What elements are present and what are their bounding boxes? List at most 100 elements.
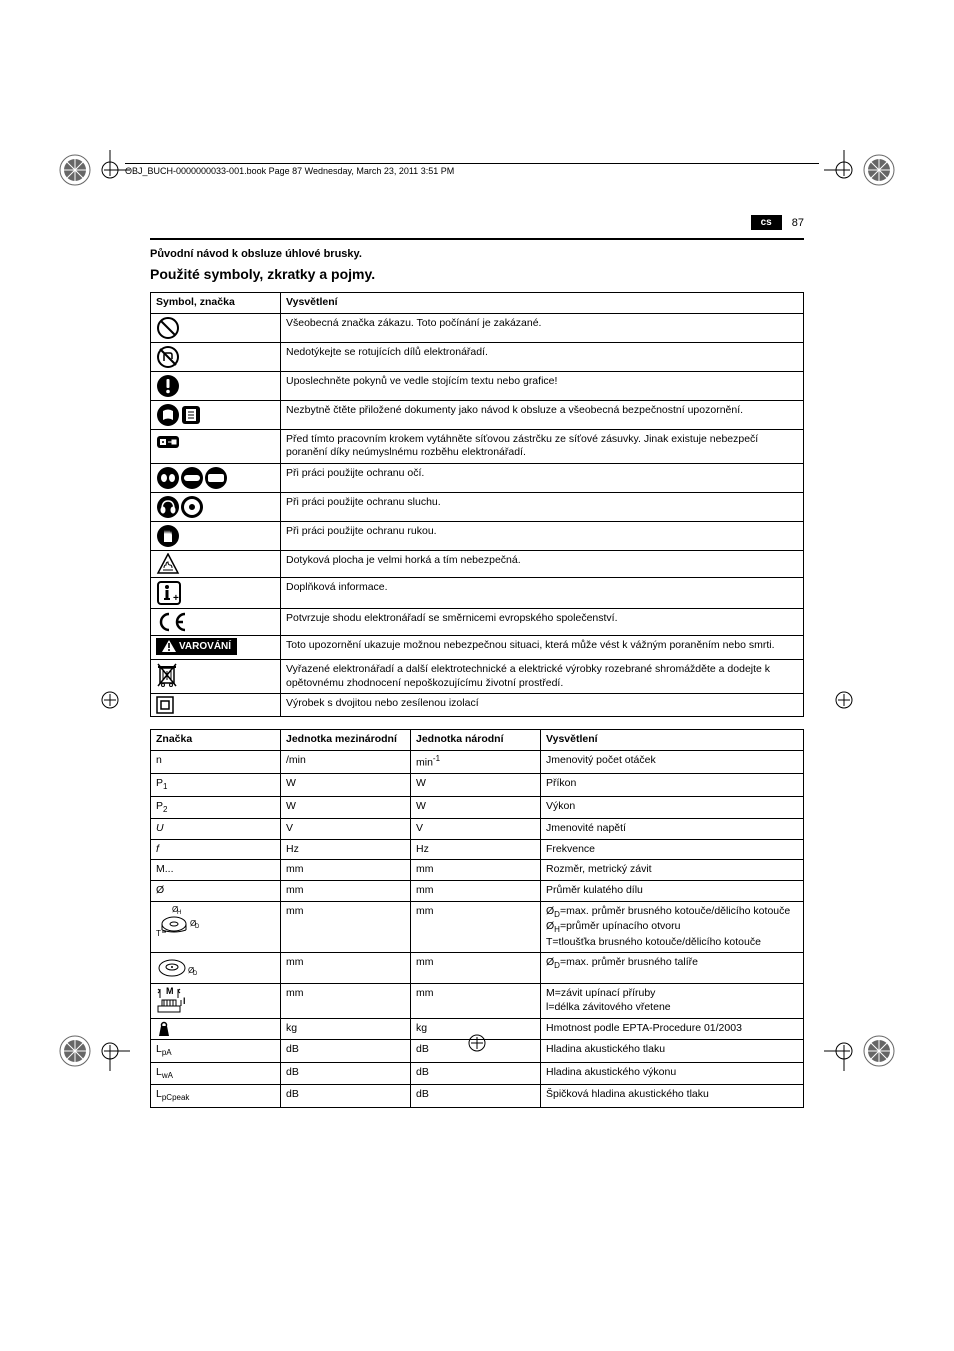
cell-intl: mm (281, 881, 411, 902)
cell-text: Doplňková informace. (281, 577, 804, 608)
cell-nat: W (411, 796, 541, 818)
cell-intl: mm (281, 984, 411, 1019)
cell-nat: mm (411, 881, 541, 902)
cell-intl: kg (281, 1019, 411, 1040)
svg-text:+: + (173, 593, 179, 604)
table-row: Potvrzuje shodu elektronářadí se směrnic… (151, 608, 804, 635)
cell-text: Hladina akustického tlaku (541, 1040, 804, 1062)
svg-text:M: M (166, 986, 174, 996)
cell-text: Jmenovitý počet otáček (541, 750, 804, 773)
cell-text: Toto upozornění ukazuje možnou nebezpečn… (281, 635, 804, 659)
cell-intl: mm (281, 860, 411, 881)
star-ml (90, 680, 130, 720)
exclaim-icon (151, 371, 281, 400)
subtitle: Původní návod k obsluze úhlové brusky. (150, 248, 804, 260)
table-header-row: Značka Jednotka mezinárodní Jednotka nár… (151, 730, 804, 751)
cell-sym: LpA (151, 1040, 281, 1062)
cell-nat: mm (411, 984, 541, 1019)
star-br (859, 1031, 899, 1071)
cell-intl: W (281, 796, 411, 818)
cell-nat: dB (411, 1085, 541, 1107)
cell-text: Potvrzuje shodu elektronářadí se směrnic… (281, 608, 804, 635)
cropmark-br (824, 1031, 864, 1071)
cell-intl: /min (281, 750, 411, 773)
table-row: MlmmmmM=závit upínací přírubyl=délka záv… (151, 984, 804, 1019)
notouch-icon (151, 342, 281, 371)
star-tl (55, 150, 95, 190)
cropmark-tl (90, 150, 130, 190)
cell-text: Nedotýkejte se rotujících dílů elektroná… (281, 342, 804, 371)
table-row: Při práci použijte ochranu sluchu. (151, 492, 804, 521)
cell-nat: mm (411, 901, 541, 953)
page-number: 87 (792, 217, 804, 229)
table-row: + Doplňková informace. (151, 577, 804, 608)
earprotect-icon (151, 492, 281, 521)
table-row: P1WWPříkon (151, 774, 804, 796)
table-row: Při práci použijte ochranu rukou. (151, 521, 804, 550)
cell-intl: dB (281, 1085, 411, 1107)
footer-cropmark (457, 1023, 497, 1066)
cell-intl: W (281, 774, 411, 796)
cell-sym: P2 (151, 796, 281, 818)
star-tr (859, 150, 899, 190)
cropmark-tr (824, 150, 864, 190)
class2-icon (151, 694, 281, 717)
weee-icon (151, 660, 281, 694)
cell-sym: Ø (151, 881, 281, 902)
table-row: UVVJmenovité napětí (151, 819, 804, 840)
th-symbol: Symbol, značka (151, 293, 281, 314)
table-row: n/minmin-1Jmenovitý počet otáček (151, 750, 804, 773)
table-row: Vyřazené elektronářadí a další elektrote… (151, 660, 804, 694)
main-title: Použité symboly, zkratky a pojmy. (150, 266, 804, 282)
cell-text: Nezbytně čtěte přiložené dokumenty jako … (281, 400, 804, 429)
lang-badge: cs (751, 215, 782, 230)
unplug-icon (151, 429, 281, 463)
symbols-table: Symbol, značka Vysvětlení Všeobecná znač… (150, 292, 804, 717)
page-header: cs 87 (150, 215, 804, 230)
cell-nat: mm (411, 953, 541, 984)
weight-icon (151, 1019, 281, 1040)
th-sign: Značka (151, 730, 281, 751)
table-row: M...mmmmRozměr, metrický závit (151, 860, 804, 881)
cell-sym: LwA (151, 1062, 281, 1084)
cell-sym: f (151, 839, 281, 860)
cell-text: Vyřazené elektronářadí a další elektrote… (281, 660, 804, 694)
cell-intl: Hz (281, 839, 411, 860)
goggles-icon (151, 463, 281, 492)
cell-text: Uposlechněte pokynů ve vedle stojícím te… (281, 371, 804, 400)
cell-nat: min-1 (411, 750, 541, 773)
table-row: Nezbytně čtěte přiložené dokumenty jako … (151, 400, 804, 429)
table-row: Při práci použijte ochranu očí. (151, 463, 804, 492)
ce-icon (151, 608, 281, 635)
cell-sym: U (151, 819, 281, 840)
cell-text: Jmenovité napětí (541, 819, 804, 840)
docs-icon (151, 400, 281, 429)
spindle-icon: Ml (151, 984, 281, 1019)
table-row: Výrobek s dvojitou nebo zesílenou izolac… (151, 694, 804, 717)
table-row: Před tímto pracovním krokem vytáhněte sí… (151, 429, 804, 463)
cell-sym: M... (151, 860, 281, 881)
prohibit-icon (151, 313, 281, 342)
disc2-icon: ØD (151, 953, 281, 984)
table-row: LpCpeakdBdBŠpičková hladina akustického … (151, 1085, 804, 1107)
svg-text:l: l (183, 996, 186, 1006)
table-row: fHzHzFrekvence (151, 839, 804, 860)
cell-intl: mm (281, 953, 411, 984)
th-explain: Vysvětlení (541, 730, 804, 751)
cell-intl: dB (281, 1040, 411, 1062)
cell-sym: P1 (151, 774, 281, 796)
cropmark-bl (90, 1031, 130, 1071)
svg-text:H: H (177, 910, 181, 916)
cell-text: Při práci použijte ochranu očí. (281, 463, 804, 492)
cell-text: Frekvence (541, 839, 804, 860)
disc1-icon: ØHØDT (151, 901, 281, 953)
cell-text: Rozměr, metrický závit (541, 860, 804, 881)
cell-text: Příkon (541, 774, 804, 796)
cell-text: Průměr kulatého dílu (541, 881, 804, 902)
cell-text: Špičková hladina akustického tlaku (541, 1085, 804, 1107)
table-row: Uposlechněte pokynů ve vedle stojícím te… (151, 371, 804, 400)
info-icon: + (151, 577, 281, 608)
cell-text: Výrobek s dvojitou nebo zesílenou izolac… (281, 694, 804, 717)
th-nat: Jednotka národní (411, 730, 541, 751)
table-row: Dotyková plocha je velmi horká a tím neb… (151, 550, 804, 577)
